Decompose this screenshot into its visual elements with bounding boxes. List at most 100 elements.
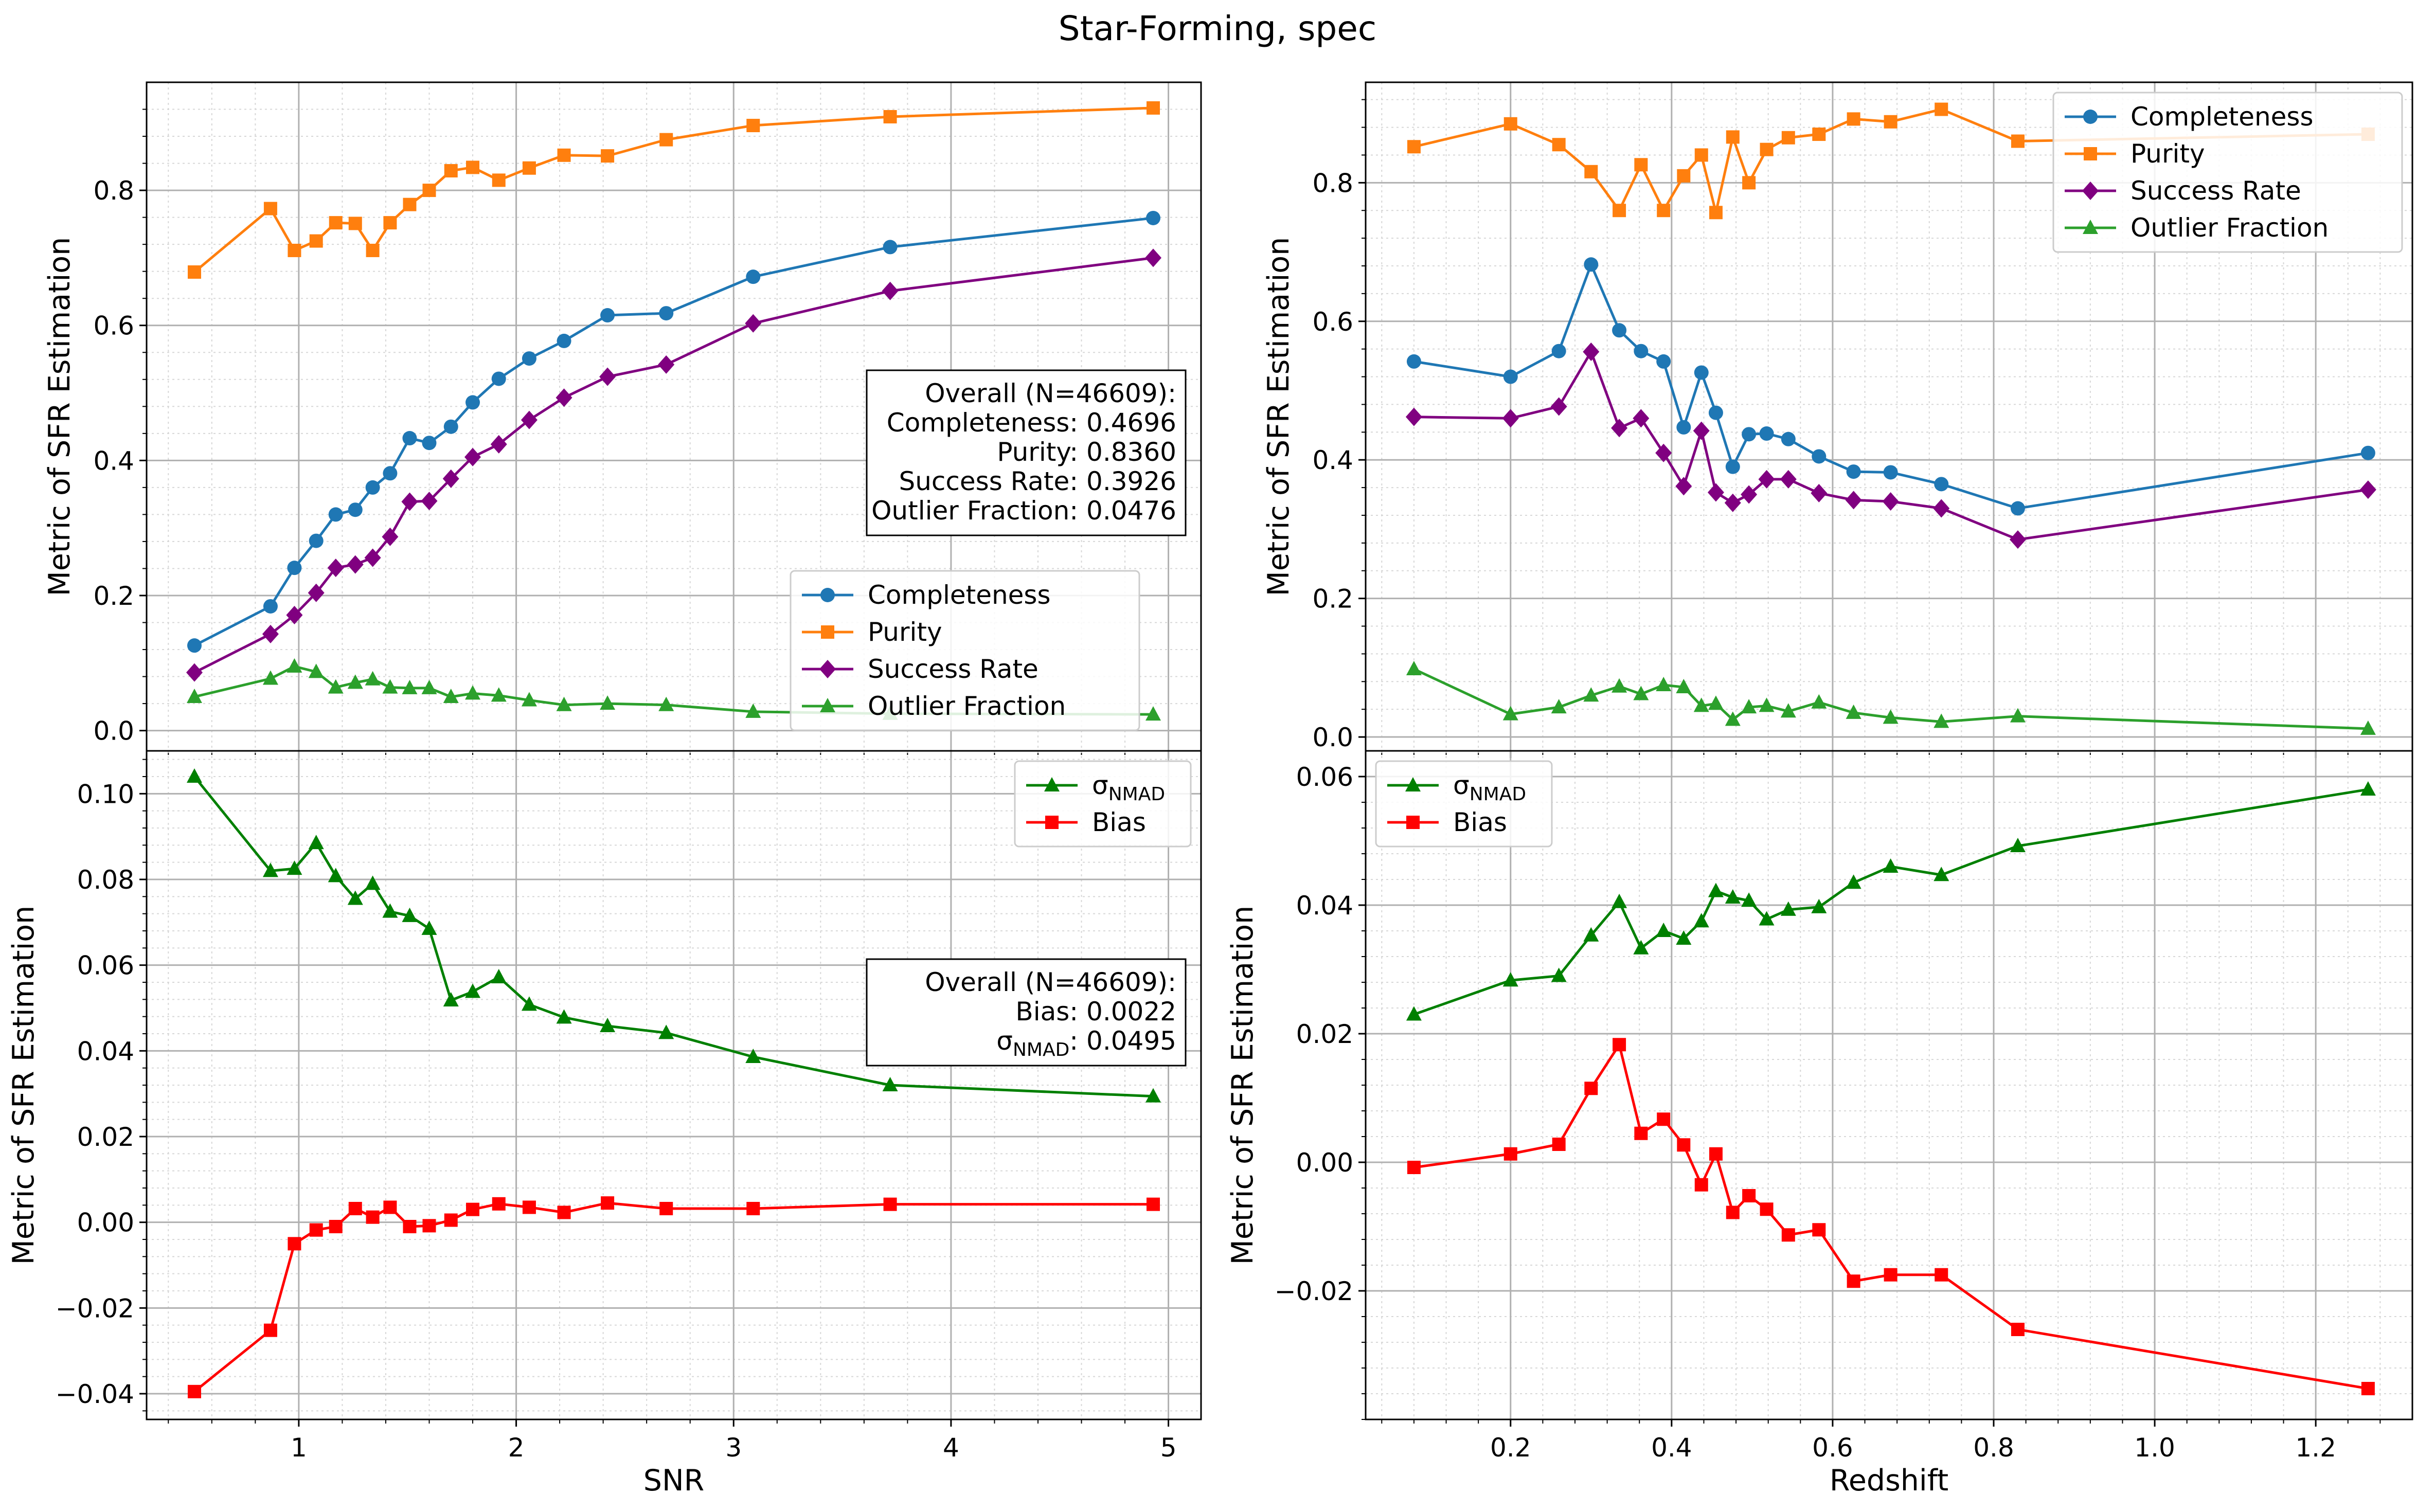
data-point-completeness (1812, 449, 1827, 464)
data-point-completeness (1676, 420, 1691, 435)
y-tick-label: 0.2 (93, 581, 134, 611)
y-tick-label: 0.04 (77, 1036, 134, 1066)
data-point-σnmad (443, 992, 459, 1006)
data-point-outlier-fraction (421, 679, 437, 694)
legend-label-main: σ (1092, 770, 1108, 800)
y-tick-label: 0.8 (1312, 168, 1353, 198)
figure-title: Star-Forming, spec (1059, 9, 1376, 48)
data-point-purity (187, 265, 201, 279)
data-point-σnmad (1406, 1006, 1422, 1021)
ticks: −0.02 0.00 0.02 0.04 0.06 0.2 0.4 0.6 0.8 1.0 1.2 (1275, 762, 2381, 1463)
y-tick-label: 0.04 (1296, 891, 1353, 921)
data-point-purity (288, 243, 301, 257)
data-point-outlier-fraction (745, 703, 761, 718)
data-point-bias (1935, 1268, 1948, 1282)
data-point-completeness (557, 333, 571, 348)
stats-line: Outlier Fraction: 0.0476 (871, 496, 1176, 526)
data-point-purity (1935, 102, 1948, 116)
legend-label-sub: NMAD (1108, 784, 1165, 805)
data-point-success-rate (1583, 343, 1600, 362)
x-tick-label: 3 (725, 1433, 742, 1463)
stats-line: Purity: 0.8360 (997, 437, 1176, 467)
data-point-success-rate (308, 583, 325, 602)
x-tick-label: 0.4 (1651, 1433, 1692, 1463)
data-point-success-rate (262, 624, 279, 643)
legend-marker (2083, 220, 2098, 234)
legend-marker (1406, 816, 1420, 829)
legend-label: Purity (868, 617, 942, 647)
data-point-outlier-fraction (1633, 686, 1649, 700)
stats-line: Success Rate: 0.3926 (899, 466, 1176, 496)
data-point-bias (466, 1202, 480, 1216)
stats-line: Overall (N=46609): (925, 379, 1176, 408)
stats-box-frame (866, 958, 1187, 1067)
legend: Completeness Purity Success Rate Outlier Fr… (790, 570, 1140, 731)
data-point-completeness (1759, 426, 1774, 441)
legend-marker (2082, 182, 2099, 200)
stats-line-sigma-sub: NMAD (1013, 1039, 1069, 1060)
data-point-σnmad (1656, 923, 1672, 937)
data-point-σnmad (328, 868, 344, 883)
data-point-bias (746, 1202, 760, 1215)
data-point-purity (422, 184, 436, 197)
data-point-purity (1407, 140, 1421, 154)
data-point-outlier-fraction (465, 685, 481, 700)
data-point-completeness (1146, 210, 1161, 225)
data-point-success-rate (464, 447, 481, 466)
data-point-outlier-fraction (1502, 706, 1518, 721)
data-point-completeness (348, 502, 363, 517)
data-point-success-rate (2009, 530, 2026, 549)
data-point-completeness (402, 431, 417, 446)
data-point-purity (1847, 112, 1860, 126)
data-point-success-rate (1502, 409, 1519, 428)
data-point-success-rate (364, 548, 381, 567)
legend-box (2052, 92, 2403, 253)
data-point-completeness (263, 599, 278, 614)
data-point-outlier-fraction (287, 658, 302, 673)
data-point-bias (2011, 1323, 2025, 1336)
data-point-σnmad (1633, 940, 1649, 955)
series-group (1405, 102, 2376, 735)
data-point-success-rate (658, 355, 675, 374)
data-point-outlier-fraction (1676, 679, 1692, 694)
data-point-success-rate (1758, 470, 1775, 489)
data-point-outlier-fraction (1933, 713, 1949, 728)
data-point-σnmad (658, 1024, 674, 1039)
data-point-completeness (1742, 427, 1757, 442)
data-point-outlier-fraction (556, 696, 572, 711)
data-point-σnmad (1693, 913, 1709, 928)
data-point-bias (383, 1200, 397, 1214)
data-point-bias (1677, 1138, 1691, 1152)
data-point-bias (329, 1220, 343, 1233)
data-point-σnmad (1741, 892, 1757, 907)
data-point-purity (383, 216, 397, 230)
data-point-outlier-fraction (491, 687, 507, 702)
data-point-purity (329, 216, 343, 230)
data-point-completeness (1781, 431, 1796, 446)
data-point-completeness (1656, 354, 1671, 369)
data-point-completeness (2010, 501, 2025, 516)
x-axis-label: SNR (643, 1464, 704, 1498)
data-point-σnmad (600, 1018, 616, 1032)
legend-marker (1044, 777, 1060, 791)
x-tick-label: 5 (1160, 1433, 1177, 1463)
data-point-outlier-fraction (347, 674, 363, 689)
data-point-success-rate (1405, 407, 1422, 426)
legend-label: Success Rate (2130, 176, 2301, 206)
legend-marker (820, 698, 835, 712)
x-tick-label: 4 (943, 1433, 959, 1463)
data-point-purity (1613, 204, 1626, 218)
legend-label: Completeness (868, 580, 1051, 610)
stats-line-sigma-main: σ (996, 1026, 1013, 1056)
data-point-success-rate (1933, 499, 1950, 518)
data-point-success-rate (1780, 470, 1797, 489)
panel-snr_bottom: −0.04 −0.02 0.00 0.02 0.04 0.06 0.08 0.10 1 2 3 4 5 M… (7, 750, 1202, 1498)
y-axis-label: Metric of SFR Estimation (7, 906, 41, 1265)
data-point-purity (263, 202, 277, 215)
data-point-success-rate (521, 410, 538, 429)
data-point-σnmad (465, 983, 481, 998)
data-point-outlier-fraction (1612, 678, 1627, 693)
legend-label: Bias (1453, 807, 1507, 837)
data-point-success-rate (286, 606, 303, 625)
